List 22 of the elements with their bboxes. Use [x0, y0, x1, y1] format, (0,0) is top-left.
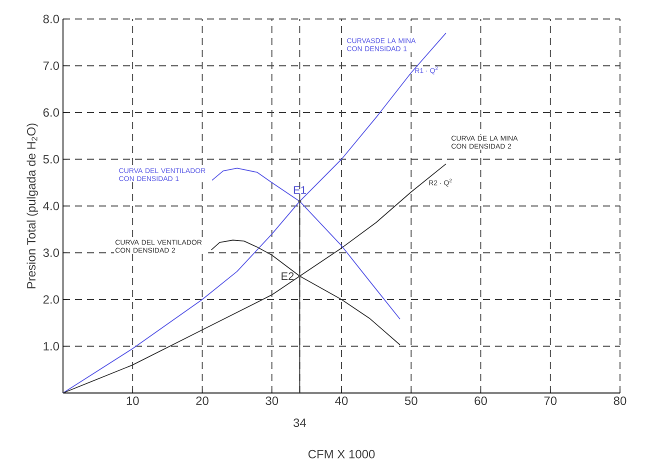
- annotation: E2: [282, 272, 294, 280]
- y-axis-title: Presion Total (pulgada de H$_{2}$O): [26, 124, 38, 288]
- y-tick-label: 1.0: [44, 342, 60, 350]
- y-tick-label: 7.0: [43, 62, 60, 70]
- y-tick-label: 6.0: [43, 108, 60, 117]
- y-tick-label: 3.0: [43, 248, 60, 257]
- annotation: E1: [294, 186, 306, 194]
- x-tick-label: 20: [196, 396, 208, 406]
- x-tick-label: 70: [544, 396, 557, 406]
- x-tick-label: 60: [474, 396, 487, 406]
- x-tick-label: 80: [614, 396, 626, 406]
- x-tick-label: 50: [404, 396, 418, 406]
- x-tick-label: 30: [266, 396, 278, 406]
- x-axis-title: CFM X 1000: [308, 450, 375, 458]
- y-tick-label: 4.0: [43, 202, 60, 210]
- y-tick-label: 5.0: [43, 155, 60, 164]
- annotation: 34: [294, 418, 306, 428]
- y-tick-label: 8.0: [43, 14, 60, 24]
- y-tick-label: 2.0: [43, 295, 60, 304]
- line-series: [212, 168, 400, 320]
- x-tick-label: 10: [126, 396, 139, 406]
- x-tick-label: 40: [335, 396, 348, 406]
